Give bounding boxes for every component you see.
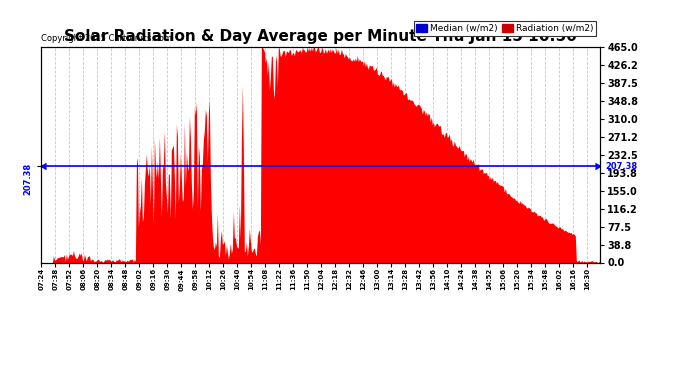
Legend: Median (w/m2), Radiation (w/m2): Median (w/m2), Radiation (w/m2) xyxy=(413,21,595,36)
Title: Solar Radiation & Day Average per Minute Thu Jan 15 16:50: Solar Radiation & Day Average per Minute… xyxy=(64,29,578,44)
Text: 207.38: 207.38 xyxy=(606,162,638,171)
Text: Copyright 2015 Cartronics.com: Copyright 2015 Cartronics.com xyxy=(41,34,172,43)
